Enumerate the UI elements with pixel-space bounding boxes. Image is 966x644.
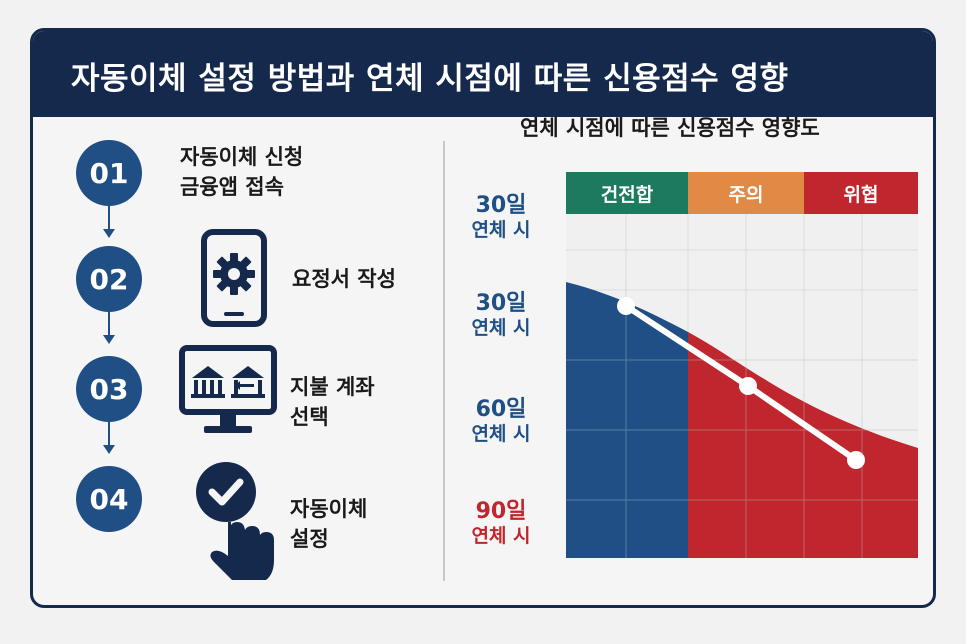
y-label-3-text: 연체 시	[471, 423, 531, 445]
step-label-03-line1: 지불 계좌	[290, 375, 375, 399]
step-arrow	[103, 422, 115, 454]
y-label-4-days: 90일	[475, 499, 527, 524]
y-label-4: 90일 연체 시	[456, 500, 546, 548]
step-number-02: 02	[76, 246, 142, 312]
trend-point-30	[617, 297, 635, 315]
impact-chart	[566, 214, 918, 558]
zone-healthy: 건전합	[566, 172, 688, 214]
step-number-03: 03	[76, 356, 142, 422]
step-label-02: 요정서 작성	[292, 264, 396, 294]
check-hand-pointer-icon	[196, 462, 274, 580]
step-label-03: 지불 계좌 선택	[290, 372, 375, 432]
zone-caution: 주의	[688, 172, 804, 214]
area-grid-overlay	[566, 284, 918, 558]
column-divider	[443, 141, 445, 581]
trend-point-60	[739, 377, 757, 395]
monitor-bank-transfer-icon	[179, 345, 277, 433]
y-label-1: 30일 연체 시	[456, 194, 546, 242]
area-healthy	[566, 282, 688, 558]
y-label-3: 60일 연체 시	[456, 398, 546, 446]
y-label-2-days: 30일	[475, 291, 527, 316]
step-label-01: 자동이체 신청 금융앱 접속	[180, 142, 303, 202]
step-label-04: 자동이체 설정	[290, 494, 367, 554]
y-label-4-text: 연체 시	[471, 525, 531, 547]
step-label-04-line2: 설정	[290, 527, 329, 551]
trend-point-90	[847, 451, 865, 469]
y-label-1-days: 30일	[475, 193, 527, 218]
step-label-01-line1: 자동이체 신청	[180, 145, 304, 169]
zone-danger: 위협	[804, 172, 918, 214]
page-title: 자동이체 설정 방법과 연체 시점에 따른 신용점수 영향	[71, 61, 789, 97]
header-bar: 자동이체 설정 방법과 연체 시점에 따른 신용점수 영향	[33, 31, 933, 117]
smartphone-gear-icon	[201, 229, 267, 327]
y-label-2-text: 연체 시	[471, 317, 531, 339]
step-number-04: 04	[76, 466, 142, 532]
step-number-01: 01	[76, 140, 142, 206]
step-label-04-line1: 자동이체	[290, 497, 368, 521]
step-label-02-line1: 요정서 작성	[292, 267, 396, 291]
y-label-1-text: 연체 시	[471, 219, 531, 241]
step-arrow	[103, 312, 115, 344]
y-label-3-days: 60일	[475, 397, 527, 422]
step-label-03-line2: 선택	[290, 405, 329, 429]
step-arrow	[103, 206, 115, 238]
step-label-01-line2: 금융앱 접속	[180, 175, 284, 199]
y-label-2: 30일 연체 시	[456, 292, 546, 340]
chart-title: 연체 시점에 따른 신용점수 영향도	[520, 116, 820, 140]
